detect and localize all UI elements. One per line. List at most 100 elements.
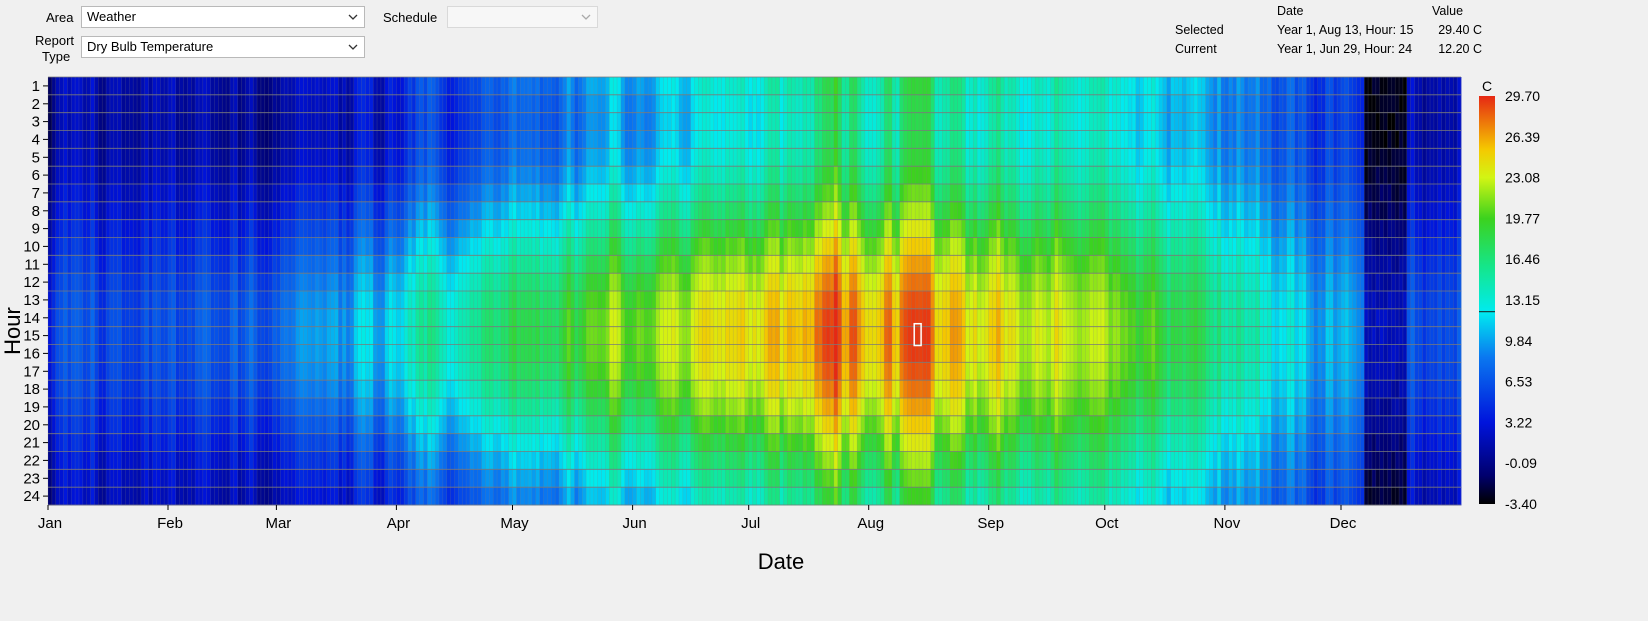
- heatmap-cell: [318, 469, 324, 488]
- heatmap-cell: [106, 112, 111, 131]
- heatmap-cell: [500, 148, 506, 167]
- heatmap-cell: [593, 201, 599, 221]
- heatmap-cell: [276, 148, 281, 167]
- heatmap-cell: [682, 469, 688, 488]
- heatmap-cell: [280, 166, 285, 185]
- heatmap-cell: [566, 326, 572, 345]
- heatmap-cell: [307, 148, 312, 167]
- heatmap-cell: [408, 415, 413, 435]
- heatmap-cell: [175, 130, 181, 149]
- heatmap-cell: [303, 398, 308, 417]
- heatmap-cell: [756, 308, 761, 328]
- heatmap-cell: [195, 166, 200, 185]
- heatmap-cell: [392, 308, 397, 328]
- heatmap-cell: [222, 112, 227, 131]
- heatmap-cell: [71, 469, 76, 488]
- heatmap-cell: [307, 291, 312, 310]
- heatmap-cell: [566, 237, 572, 256]
- heatmap-cell: [222, 237, 227, 256]
- schedule-select[interactable]: [447, 6, 598, 28]
- heatmap-cell: [357, 148, 362, 167]
- heatmap-cell: [822, 362, 827, 381]
- readout-selected-date: Year 1, Aug 13, Hour: 15: [1277, 23, 1414, 37]
- heatmap-cell: [187, 201, 192, 221]
- heatmap-cell: [702, 326, 707, 345]
- heatmap-cell: [458, 469, 463, 488]
- heatmap-cell: [369, 433, 374, 452]
- heatmap-cell: [737, 308, 742, 328]
- heatmap-cell: [466, 487, 471, 506]
- heatmap-cell: [574, 94, 579, 114]
- heatmap-cell: [535, 469, 541, 488]
- heatmap-cell: [578, 201, 583, 221]
- heatmap-cell: [237, 130, 242, 149]
- heatmap-cell: [82, 433, 88, 452]
- heatmap-cell: [682, 255, 688, 274]
- heatmap-cell: [574, 184, 579, 203]
- heatmap-cell: [737, 219, 742, 238]
- heatmap-cell: [342, 380, 347, 399]
- heatmap-cell: [822, 184, 827, 203]
- heatmap-cell: [686, 291, 692, 310]
- heatmap-cell: [713, 201, 719, 221]
- heatmap-cell: [253, 487, 258, 506]
- heatmap-cell: [229, 112, 235, 131]
- heatmap-cells[interactable]: [48, 77, 1462, 506]
- heatmap-cell: [191, 237, 196, 256]
- heatmap-cell: [473, 255, 479, 274]
- heatmap-cell: [187, 77, 192, 96]
- heatmap-cell: [829, 451, 835, 470]
- heatmap-cell: [524, 184, 529, 203]
- heatmap-cell: [156, 77, 161, 96]
- heatmap-cell: [346, 326, 351, 345]
- heatmap-cell: [682, 487, 688, 506]
- heatmap-cell: [268, 433, 273, 452]
- heatmap-cell: [330, 487, 335, 506]
- heatmap-cell: [152, 255, 157, 274]
- heatmap-cell: [183, 94, 188, 114]
- heatmap-cell: [435, 362, 440, 381]
- heatmap-cell: [342, 451, 347, 470]
- heatmap-cell: [206, 326, 211, 345]
- heatmap-cell: [756, 433, 761, 452]
- heatmap-cell: [330, 237, 335, 256]
- heatmap-cell: [485, 380, 490, 399]
- heatmap-cell: [450, 184, 455, 203]
- heatmap-cell: [551, 273, 556, 292]
- heatmap-cell: [82, 148, 88, 167]
- heatmap-cell: [82, 291, 88, 310]
- heatmap-cell: [473, 77, 479, 96]
- heatmap-cell: [818, 237, 823, 256]
- heatmap-cell: [806, 451, 812, 470]
- heatmap-cell: [198, 326, 204, 345]
- heatmap-cell: [260, 308, 266, 328]
- heatmap-cell: [795, 344, 800, 363]
- heatmap-cell: [841, 130, 846, 149]
- heatmap-cell: [698, 255, 703, 274]
- heatmap-cell: [63, 219, 68, 238]
- report-type-select[interactable]: Dry Bulb Temperature: [81, 36, 365, 58]
- heatmap-cell: [651, 398, 657, 417]
- heatmap-cell: [152, 273, 157, 292]
- heatmap-cell: [144, 219, 150, 238]
- heatmap-cell: [164, 344, 169, 363]
- heatmap-cell: [222, 148, 227, 167]
- heatmap-cell: [528, 273, 533, 292]
- heatmap-cell: [686, 469, 692, 488]
- heatmap-cell: [202, 398, 208, 417]
- area-select[interactable]: Weather: [81, 6, 365, 28]
- heatmap-cell: [156, 469, 161, 488]
- heatmap-cell: [55, 469, 61, 488]
- heatmap-cell: [90, 237, 95, 256]
- heatmap-cell: [624, 469, 630, 488]
- heatmap-cell: [322, 415, 328, 435]
- heatmap-cell: [377, 77, 382, 96]
- heatmap-cell: [574, 326, 579, 345]
- heatmap-cell: [586, 291, 591, 310]
- heatmap-cell: [791, 77, 796, 96]
- heatmap-cell: [284, 237, 289, 256]
- heatmap-cell: [288, 308, 293, 328]
- heatmap-cell: [706, 166, 711, 185]
- heatmap-cell: [315, 326, 320, 345]
